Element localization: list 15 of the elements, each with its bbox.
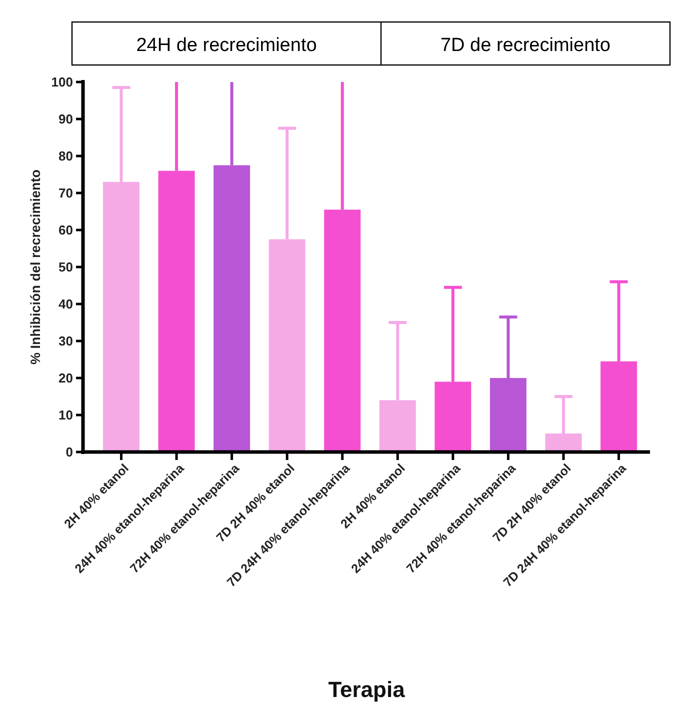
y-tick-label: 50 (58, 260, 73, 275)
text: 7D de recrecimiento (440, 35, 611, 56)
y-tick-label: 10 (58, 408, 73, 423)
y-tick-label: 60 (58, 222, 73, 238)
y-tick-label: 20 (58, 370, 73, 386)
y-axis-title: % Inhibición del recrecimiento (28, 169, 43, 365)
y-tick-label: 70 (58, 186, 73, 201)
x-axis-title: Terapia (328, 677, 406, 702)
y-tick-label: 30 (58, 334, 73, 349)
y-tick-label: 100 (51, 74, 73, 90)
y-tick-label: 90 (58, 112, 73, 127)
text: 24H de recrecimiento (136, 35, 317, 56)
y-tick-label: 40 (58, 296, 73, 312)
y-tick-label: 80 (58, 148, 73, 164)
y-tick-label: 0 (66, 444, 73, 460)
